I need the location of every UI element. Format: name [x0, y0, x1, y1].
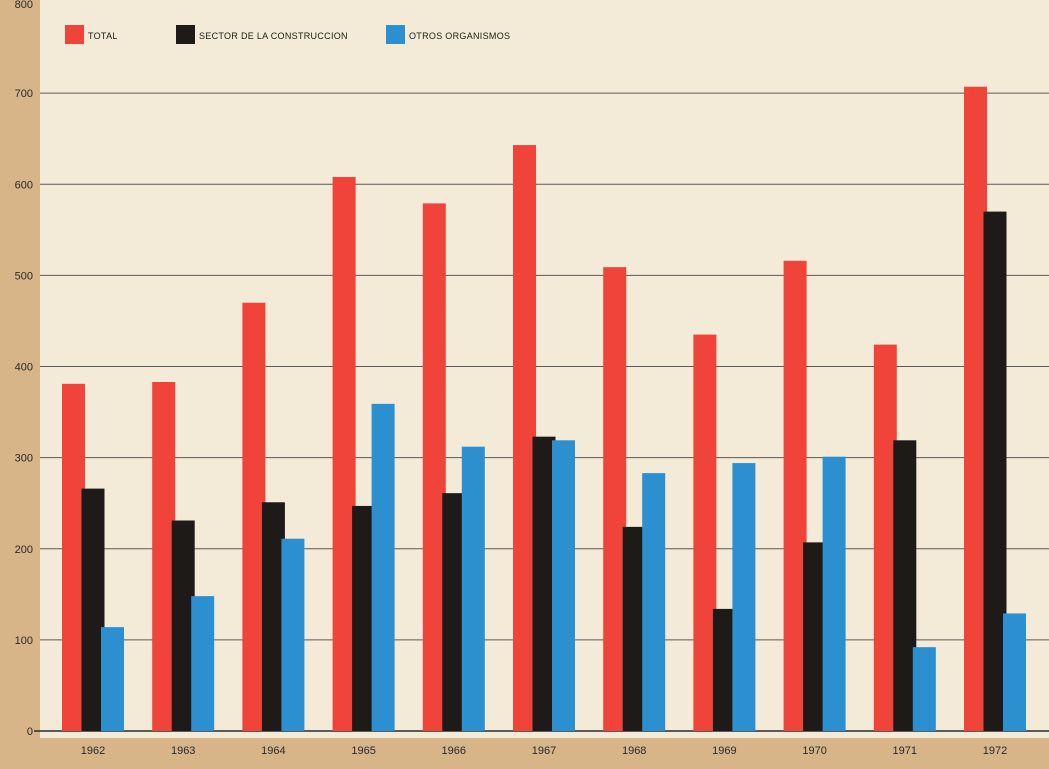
x-tick-label: 1964 — [261, 745, 285, 757]
bar-1965-series-1 — [332, 176, 356, 731]
y-tick-label: 300 — [15, 453, 33, 465]
bar-1969-series-2 — [712, 608, 736, 731]
bar-1971-series-3 — [912, 647, 936, 731]
y-tick-label: 0 — [27, 726, 33, 738]
bar-1967-series-1 — [513, 145, 536, 731]
legend-swatch-1 — [65, 25, 84, 44]
y-axis: 0 100 200 300 400 500 600 700 800 — [15, 0, 33, 738]
bar-1966-series-3 — [461, 446, 485, 731]
bar-1963-series-2 — [171, 520, 195, 731]
bar-1964-series-2 — [261, 502, 285, 731]
bar-1969-series-1 — [693, 334, 717, 731]
bar-1965-series-2 — [352, 505, 376, 731]
bar-1963-series-1 — [152, 381, 176, 731]
x-tick-label: 1962 — [81, 745, 105, 757]
bar-1972-series-3 — [1003, 613, 1026, 731]
bar-1971-series-1 — [873, 344, 897, 731]
legend-swatch-3 — [386, 25, 405, 44]
x-tick-label: 1967 — [532, 745, 556, 757]
x-tick-label: 1972 — [983, 745, 1007, 757]
bar-1965-series-3 — [371, 403, 395, 731]
y-tick-label: 200 — [15, 544, 33, 556]
x-tick-label: 1965 — [351, 745, 375, 757]
bar-1971-series-2 — [893, 440, 917, 731]
bar-1968-series-1 — [603, 267, 627, 731]
bar-1963-series-3 — [191, 596, 215, 731]
y-tick-label: 100 — [15, 635, 33, 647]
bar-1966-series-1 — [422, 203, 446, 732]
bars — [62, 86, 1026, 732]
legend-label-1: TOTAL — [88, 31, 118, 41]
x-tick-label: 1971 — [893, 745, 917, 757]
y-tick-label: 700 — [15, 88, 33, 100]
bar-1967-series-3 — [552, 440, 575, 731]
x-axis: 1962 1963 1964 1965 1966 1967 1968 1969 1970 1971… — [81, 745, 1007, 757]
legend-label-2: SECTOR DE LA CONSTRUCCION — [199, 31, 348, 41]
bar-1962-series-1 — [62, 383, 85, 731]
bar-1970-series-2 — [803, 542, 827, 731]
legend-label-3: OTROS ORGANISMOS — [409, 31, 510, 41]
x-tick-label: 1968 — [622, 745, 646, 757]
x-tick-label: 1966 — [442, 745, 466, 757]
bar-1969-series-3 — [732, 463, 756, 731]
y-tick-label: 500 — [15, 270, 33, 282]
bar-1962-series-3 — [101, 627, 124, 731]
bar-1966-series-2 — [442, 493, 466, 731]
bar-1972-series-1 — [964, 86, 987, 732]
y-tick-label: 600 — [15, 179, 33, 191]
bar-1968-series-3 — [642, 473, 666, 731]
bar-1970-series-3 — [822, 456, 846, 731]
bar-1964-series-1 — [242, 302, 266, 731]
y-tick-label: 400 — [15, 362, 33, 374]
x-tick-label: 1970 — [802, 745, 826, 757]
bar-1970-series-1 — [783, 260, 807, 731]
bar-1964-series-3 — [281, 538, 305, 731]
bar-1967-series-2 — [532, 436, 556, 731]
x-tick-label: 1969 — [712, 745, 736, 757]
bar-1962-series-2 — [81, 488, 105, 731]
bar-1972-series-2 — [983, 211, 1007, 731]
legend-swatch-2 — [176, 25, 195, 44]
y-tick-label: 800 — [15, 0, 33, 11]
x-tick-label: 1963 — [171, 745, 195, 757]
legend: TOTAL SECTOR DE LA CONSTRUCCION OTROS ORGA… — [65, 25, 510, 44]
bar-1968-series-2 — [622, 526, 646, 731]
